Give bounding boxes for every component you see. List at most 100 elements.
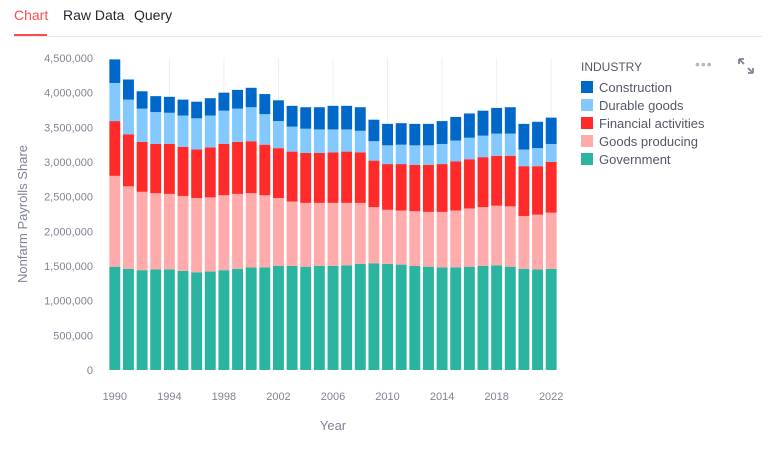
bar-segment-financial-activities [137,142,148,192]
x-tick-label: 2022 [539,391,563,403]
bar-segment-goods-producing [368,207,379,263]
bar-segment-goods-producing [341,203,352,265]
bar-segment-government [178,271,189,370]
bar-segment-financial-activities [246,141,257,193]
bar-segment-durable-goods [328,129,339,152]
bar-segment-government [150,269,161,370]
legend-swatch [581,81,593,93]
legend-swatch [581,117,593,129]
bar-segment-durable-goods [137,109,148,142]
bar-segment-construction [464,113,475,137]
bar-segment-construction [300,107,311,128]
bar-segment-government [409,266,420,370]
bar-segment-construction [546,118,557,144]
bar-segment-government [314,266,325,370]
bar-segment-government [382,264,393,370]
bar-segment-financial-activities [341,152,352,203]
bar-segment-financial-activities [191,150,202,199]
bar-segment-government [287,266,298,370]
legend-label: Goods producing [599,134,698,149]
bar-segment-goods-producing [491,206,502,266]
bar-segment-goods-producing [164,194,175,270]
x-tick-label: 2018 [484,391,508,403]
bar-segment-durable-goods [273,121,284,148]
bar-segment-financial-activities [232,142,243,194]
bar-segment-durable-goods [368,141,379,160]
more-horizontal-icon[interactable]: ••• [695,56,713,72]
legend-item-goods-producing[interactable]: Goods producing [581,133,698,149]
bar-segment-durable-goods [191,118,202,149]
legend-item-durable-goods[interactable]: Durable goods [581,97,684,113]
x-axis-title: Year [320,418,347,433]
y-axis-title: Nonfarm Payrolls Share [15,145,30,283]
bar-segment-financial-activities [450,161,461,210]
bar-segment-construction [328,106,339,130]
bar-segment-financial-activities [287,152,298,202]
bar-segment-construction [423,124,434,145]
bar-segment-construction [246,88,257,107]
bar-segment-construction [396,123,407,144]
bar-segment-goods-producing [478,207,489,266]
bar-segment-government [355,264,366,370]
bar-segment-financial-activities [123,134,134,186]
bar-segment-goods-producing [150,193,161,269]
bar-segment-financial-activities [368,161,379,207]
legend-label: Durable goods [599,98,684,113]
bar-segment-durable-goods [464,138,475,159]
bar-segment-goods-producing [382,210,393,264]
bar-segment-goods-producing [232,194,243,269]
bar-segment-government [109,267,120,370]
bar-segment-goods-producing [205,197,216,271]
bar-segment-durable-goods [314,129,325,153]
bar-segment-goods-producing [505,206,516,266]
bar-segment-government [518,269,529,370]
legend-item-government[interactable]: Government [581,151,671,167]
tab-chart[interactable]: Chart [14,7,48,23]
bar-segment-durable-goods [218,111,229,144]
bar-segment-financial-activities [505,156,516,207]
bar-segment-durable-goods [478,136,489,157]
y-tick-label: 3,500,000 [44,122,93,134]
bar-segment-government [123,269,134,370]
bar-segment-goods-producing [532,215,543,270]
bar-segment-construction [191,102,202,119]
bar-segment-construction [205,98,216,115]
bar-segment-government [437,267,448,370]
bar-segment-construction [450,117,461,141]
bar-segment-government [478,266,489,370]
bar-segment-goods-producing [328,203,339,266]
bar-segment-goods-producing [450,211,461,268]
bar-segment-durable-goods [382,145,393,164]
x-tick-label: 1994 [157,391,181,403]
y-tick-label: 0 [87,365,93,377]
bar-segment-durable-goods [396,145,407,164]
bar-segment-durable-goods [518,150,529,167]
bar-segment-government [205,272,216,370]
x-tick-label: 1998 [212,391,236,403]
y-tick-label: 1,000,000 [44,296,93,308]
bar-segment-construction [368,120,379,141]
bar-segment-durable-goods [532,148,543,166]
x-tick-label: 2014 [430,391,454,403]
tab-raw-data[interactable]: Raw Data [63,7,124,23]
tab-bar: Chart Raw Data Query [14,0,762,37]
bar-segment-government [341,265,352,370]
bar-segment-construction [287,106,298,127]
bar-segment-construction [491,108,502,134]
bar-segment-goods-producing [123,186,134,269]
legend-item-construction[interactable]: Construction [581,79,672,95]
tab-query[interactable]: Query [134,7,172,23]
bar-segment-government [232,269,243,370]
bar-segment-financial-activities [328,152,339,203]
bar-segment-goods-producing [423,212,434,267]
bar-segment-government [259,267,270,370]
fullscreen-expand-icon[interactable] [738,58,754,74]
y-tick-label: 500,000 [53,330,93,342]
bar-segment-durable-goods [287,127,298,152]
bar-segment-construction [218,93,229,111]
bar-segment-government [368,263,379,370]
legend-item-financial-activities[interactable]: Financial activities [581,115,705,131]
bar-segment-financial-activities [396,164,407,210]
bar-segment-durable-goods [259,114,270,145]
legend-label: Financial activities [599,116,705,131]
